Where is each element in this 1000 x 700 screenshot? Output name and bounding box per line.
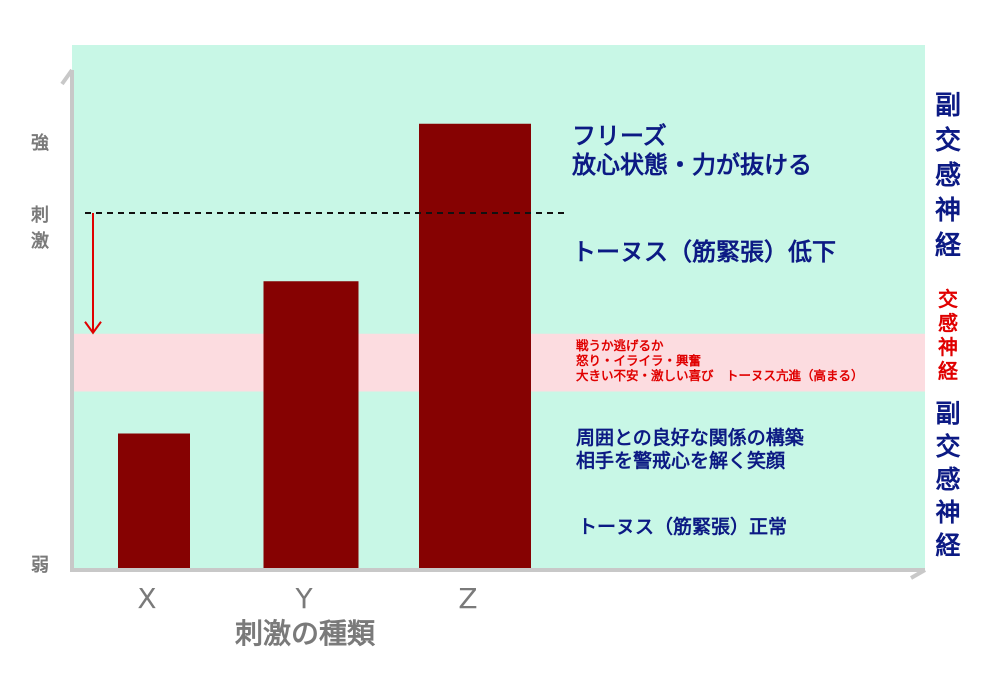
side-mid-char-2: 感 bbox=[938, 311, 958, 335]
side-upper-char-1: 副 bbox=[935, 91, 961, 121]
x-tick-label-z: Z bbox=[458, 582, 477, 615]
x-tick-labels: X Y Z bbox=[137, 582, 477, 615]
anxiety-label: 大きい不安・激しい喜び トーヌス亢進（高まる） bbox=[576, 368, 864, 383]
relationship-label: 周囲との良好な関係の構築 bbox=[576, 426, 805, 449]
smile-label: 相手を警戒心を解く笑顔 bbox=[576, 449, 786, 472]
side-lower-char-2: 交 bbox=[935, 432, 960, 461]
x-tick-label-x: X bbox=[137, 582, 156, 615]
side-mid-char-3: 神 bbox=[938, 335, 958, 359]
y-axis-tip bbox=[60, 68, 74, 86]
side-upper-char-4: 神 bbox=[935, 196, 961, 226]
y-axis-weak-label: 弱 bbox=[31, 555, 49, 576]
bars-group bbox=[118, 123, 531, 570]
tonus-normal-label: トーヌス（筋緊張）正常 bbox=[578, 515, 787, 538]
bar-y bbox=[263, 281, 359, 570]
bar-x bbox=[118, 433, 190, 570]
side-mid-char-1: 交 bbox=[938, 287, 958, 311]
side-lower-char-5: 経 bbox=[935, 531, 961, 560]
side-upper-char-2: 交 bbox=[935, 125, 961, 156]
side-upper-char-5: 経 bbox=[935, 230, 962, 261]
x-axis-title: 刺激の種類 bbox=[235, 617, 376, 650]
side-mid-char-4: 経 bbox=[938, 359, 959, 383]
anger-label: 怒り・イライラ・興奮 bbox=[576, 353, 702, 368]
freeze-label: フリーズ bbox=[572, 122, 667, 150]
axes bbox=[70, 70, 925, 572]
y-axis-title-char-2: 激 bbox=[31, 230, 49, 252]
side-lower-char-1: 副 bbox=[935, 399, 960, 428]
x-tick-label-y: Y bbox=[294, 582, 313, 615]
x-axis-tip bbox=[910, 568, 926, 580]
tonus-low-label: トーヌス（筋緊張）低下 bbox=[572, 238, 836, 266]
freeze-description: 放心状態・力が抜ける bbox=[571, 151, 812, 179]
bar-z bbox=[419, 123, 531, 570]
side-lower-char-4: 神 bbox=[935, 498, 960, 527]
side-lower-char-3: 感 bbox=[935, 465, 960, 494]
y-axis-strong-label: 強 bbox=[31, 132, 49, 154]
side-upper-char-3: 感 bbox=[935, 161, 961, 191]
red-arrow-head bbox=[84, 321, 102, 335]
y-axis-title-char-1: 刺 bbox=[31, 205, 49, 226]
fight-or-flight-label: 戦うか逃げるか bbox=[576, 338, 664, 353]
